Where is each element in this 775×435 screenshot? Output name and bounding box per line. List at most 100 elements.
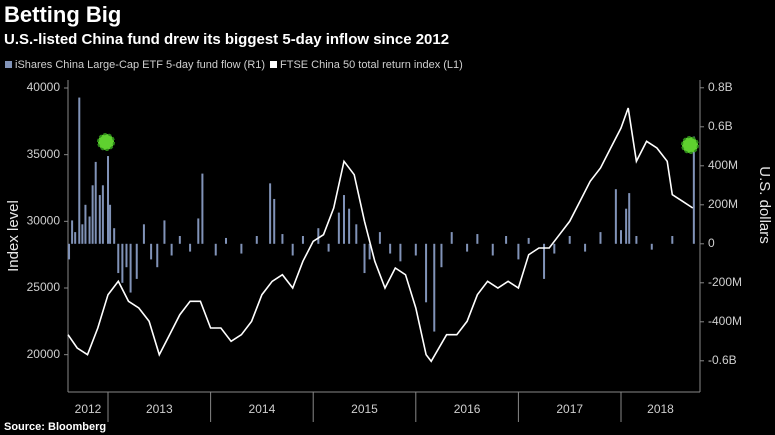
bar [433,243,436,332]
y2-tick-label: 0.6B [708,119,733,133]
bar [197,218,200,244]
bar [584,243,587,252]
x-tick-label: 2014 [249,402,276,416]
y-tick-label: 40000 [27,80,61,94]
bar [692,136,695,244]
legend-label: iShares China Large-Cap ETF 5-day fund f… [15,59,265,71]
bar [163,220,166,244]
y2-axis-label: U.S. dollars [756,166,773,244]
bar [84,204,87,244]
source: Source: Bloomberg [4,421,106,433]
bar [553,243,556,254]
bar [68,243,71,260]
y-tick-label: 20000 [27,347,61,361]
bar [614,189,617,244]
bar [269,183,272,244]
bar [255,236,258,244]
x-tick-label: 2015 [351,402,378,416]
bar [517,243,520,260]
bar [214,243,217,256]
bar [368,243,371,260]
bar [476,234,479,244]
bar [88,216,91,244]
legend-swatch [270,61,277,68]
bar [355,224,358,244]
bar [414,243,417,256]
bar [170,243,173,256]
y2-tick-label: 400M [708,158,738,172]
bar [240,243,243,254]
bar [568,236,571,244]
bar [129,243,132,293]
bar [671,236,674,244]
bar [135,243,138,279]
bar [450,232,453,244]
x-tick-label: 2018 [647,402,674,416]
bar [273,198,276,244]
bar [466,243,469,252]
bar [317,228,320,244]
bar [125,243,128,268]
bar [225,237,227,244]
bar [625,208,628,244]
bar [620,230,622,244]
bar [650,243,653,250]
bar [389,243,392,254]
bar [342,195,345,244]
bar [156,243,159,268]
x-tick-label: 2016 [454,402,481,416]
bar [348,208,351,244]
bar [301,236,304,244]
y2-tick-label: 0 [708,236,715,250]
bar [281,234,284,244]
bar [291,243,294,256]
bar [94,161,97,244]
bar [505,236,508,244]
bar [399,243,402,262]
bar [189,243,192,252]
bar [98,195,101,244]
bar [628,193,631,244]
y2-tick-label: -400M [708,314,742,328]
bar [599,232,602,244]
chart-subtitle: U.S.-listed China fund drew its biggest … [4,31,449,48]
x-tick-label: 2017 [556,402,583,416]
bar [178,236,181,244]
y2-tick-label: 200M [708,197,738,211]
highlight-marker [97,133,115,151]
x-tick-label: 2013 [146,402,173,416]
bar [440,243,443,268]
y-tick-label: 30000 [27,214,61,228]
bar [425,243,428,303]
bar [91,185,94,244]
bar [363,243,366,274]
bar [527,237,530,244]
bar [78,97,81,244]
line [67,107,694,363]
bar [107,156,110,244]
bar [378,232,381,244]
y2-tick-label: -0.6B [708,353,737,367]
bar [635,236,638,244]
bar [121,243,124,283]
legend-label: FTSE China 50 total return index (L1) [280,59,463,71]
bar [150,243,153,260]
y2-tick-label: 0.8B [708,80,733,94]
bar [74,232,77,244]
y-axis-label: Index level [5,200,22,272]
bar [327,243,330,252]
bar [71,220,74,244]
bar [81,224,84,244]
bar [113,228,116,244]
x-tick-label: 2012 [75,402,102,416]
chart-title: Betting Big [4,2,121,27]
bar [101,185,104,244]
y2-tick-label: -200M [708,275,742,289]
bar [201,173,204,244]
y-tick-label: 25000 [27,280,61,294]
y-tick-label: 35000 [27,147,61,161]
bar [117,243,120,274]
bar [142,224,145,244]
bar [491,243,494,256]
